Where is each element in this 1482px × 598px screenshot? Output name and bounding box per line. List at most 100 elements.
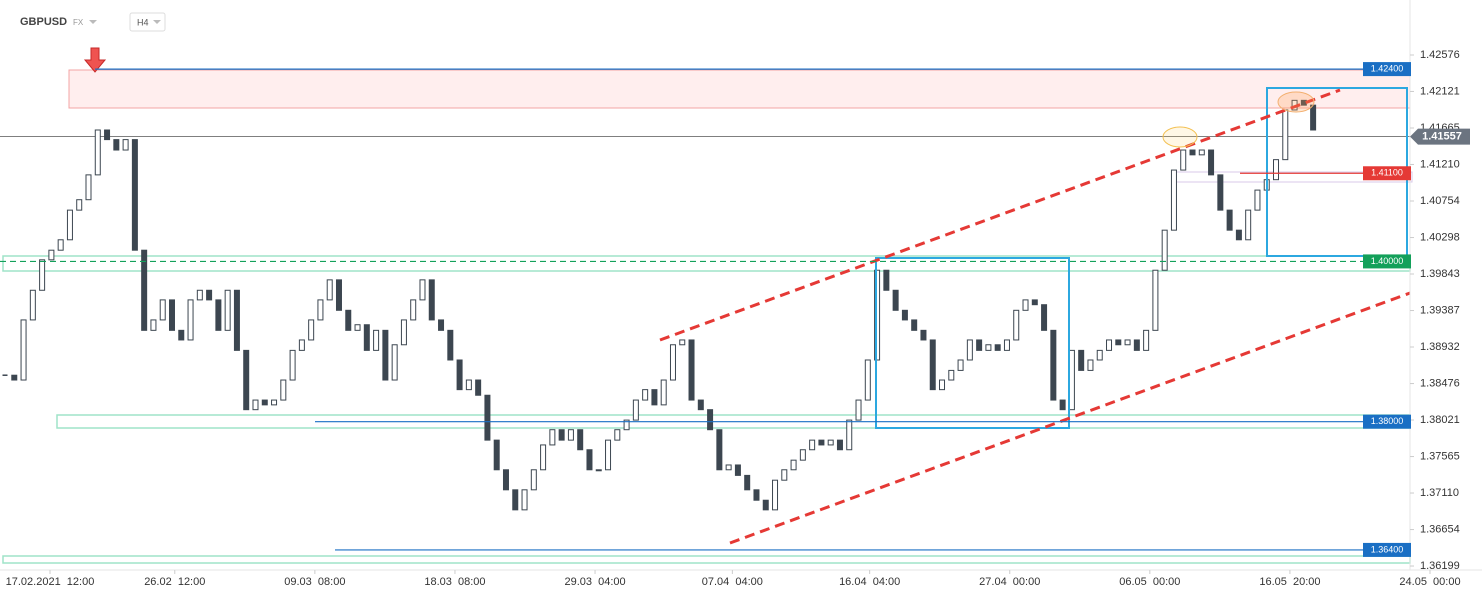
trend-line xyxy=(729,291,1411,545)
candle-body xyxy=(150,319,157,331)
y-tick-label: 1.40298 xyxy=(1420,231,1460,243)
candle-body xyxy=(252,399,259,411)
candle-body xyxy=(1170,169,1177,231)
candle-body xyxy=(326,279,333,301)
candle-body xyxy=(744,474,751,491)
candle-body xyxy=(1031,299,1038,306)
candle-body xyxy=(215,299,222,331)
candle-body xyxy=(261,399,268,406)
candle-body xyxy=(753,489,760,501)
candle-body xyxy=(957,359,964,371)
candle-body xyxy=(669,344,676,381)
candle-body xyxy=(1226,209,1233,231)
candle-body xyxy=(892,289,899,311)
candle-body xyxy=(308,319,315,341)
annotations-over xyxy=(83,47,1411,545)
x-tick-label: 09.03 08:00 xyxy=(284,576,345,588)
candle-body xyxy=(595,469,602,472)
candle-body xyxy=(1143,329,1150,351)
last-price-tag xyxy=(1410,128,1470,145)
candle-body xyxy=(901,309,908,321)
x-tick-label: 16.05 20:00 xyxy=(1259,576,1320,588)
candle-body xyxy=(1245,209,1252,241)
candle-body xyxy=(428,279,435,321)
candle-body xyxy=(317,299,324,321)
market: FX xyxy=(73,18,84,27)
candle-body xyxy=(76,199,83,211)
candle-body xyxy=(1106,339,1113,351)
candle-body xyxy=(623,419,630,431)
candle-body xyxy=(799,449,806,461)
candle-body xyxy=(131,139,138,251)
y-tick-label: 1.38932 xyxy=(1420,341,1460,353)
candle-body xyxy=(929,339,936,391)
candle-body xyxy=(911,319,918,331)
highlight xyxy=(1277,91,1315,113)
y-tick-label: 1.41665 xyxy=(1420,122,1460,134)
candle-body xyxy=(1078,349,1085,371)
candle-body xyxy=(1189,149,1196,156)
candle-body xyxy=(1310,104,1317,131)
candle-body xyxy=(354,324,361,331)
y-tick-label: 1.40754 xyxy=(1420,195,1460,207)
level-label: 1.42400 xyxy=(1371,63,1404,73)
candle-body xyxy=(57,239,64,251)
candle-body xyxy=(567,429,574,441)
y-tick-label: 1.39843 xyxy=(1420,268,1460,280)
candle-body xyxy=(29,289,36,321)
candle-body xyxy=(1217,174,1224,211)
y-tick-label: 1.38021 xyxy=(1420,414,1460,426)
candle-body xyxy=(447,329,454,361)
candle-body xyxy=(1050,329,1057,401)
candle-body xyxy=(697,399,704,411)
candle-body xyxy=(632,399,639,421)
candle-body xyxy=(363,324,370,351)
candle-body xyxy=(345,309,352,331)
candle-body xyxy=(530,469,537,491)
candle-body xyxy=(159,299,166,321)
candle-body xyxy=(1013,309,1020,341)
x-tick-label: 26.02 12:00 xyxy=(144,576,205,588)
candle-body xyxy=(651,389,658,406)
candle-body xyxy=(298,339,305,351)
candle-body xyxy=(456,359,463,391)
level-label: 1.36400 xyxy=(1371,544,1404,554)
interval-selector[interactable] xyxy=(129,12,166,32)
candle-body xyxy=(113,139,120,151)
candle-body xyxy=(39,259,46,291)
level-tag xyxy=(1363,254,1411,269)
candle-body xyxy=(512,489,519,511)
candle-body xyxy=(122,139,129,151)
candle-body xyxy=(484,394,491,441)
candle-body xyxy=(586,449,593,471)
candle-body xyxy=(558,429,565,441)
candle-body xyxy=(1273,159,1280,181)
candle-body xyxy=(614,429,621,441)
dropdown-icon[interactable] xyxy=(89,20,97,24)
candle-body xyxy=(1208,149,1215,176)
candle-body xyxy=(1115,339,1122,346)
candle-body xyxy=(939,379,946,391)
x-tick-label: 18.03 08:00 xyxy=(424,576,485,588)
candle-body xyxy=(874,269,881,361)
level-label: 1.40000 xyxy=(1371,256,1404,266)
candle-body xyxy=(1087,359,1094,371)
candle-body xyxy=(1124,339,1131,346)
candle-body xyxy=(280,379,287,401)
candle-body xyxy=(660,379,667,406)
candle-body xyxy=(1235,229,1242,241)
candle-body xyxy=(716,429,723,471)
y-tick-label: 1.42121 xyxy=(1420,85,1460,97)
candle-body xyxy=(94,129,101,176)
candle-body xyxy=(66,209,73,241)
candle-body xyxy=(809,439,816,451)
candle-body xyxy=(11,374,18,381)
candle-body xyxy=(920,329,927,341)
candle-body xyxy=(1003,339,1010,351)
candle-body xyxy=(243,349,250,411)
candle-body xyxy=(781,469,788,481)
candle-body xyxy=(734,464,741,476)
candle-body xyxy=(1022,299,1029,311)
candle-body xyxy=(187,299,194,341)
